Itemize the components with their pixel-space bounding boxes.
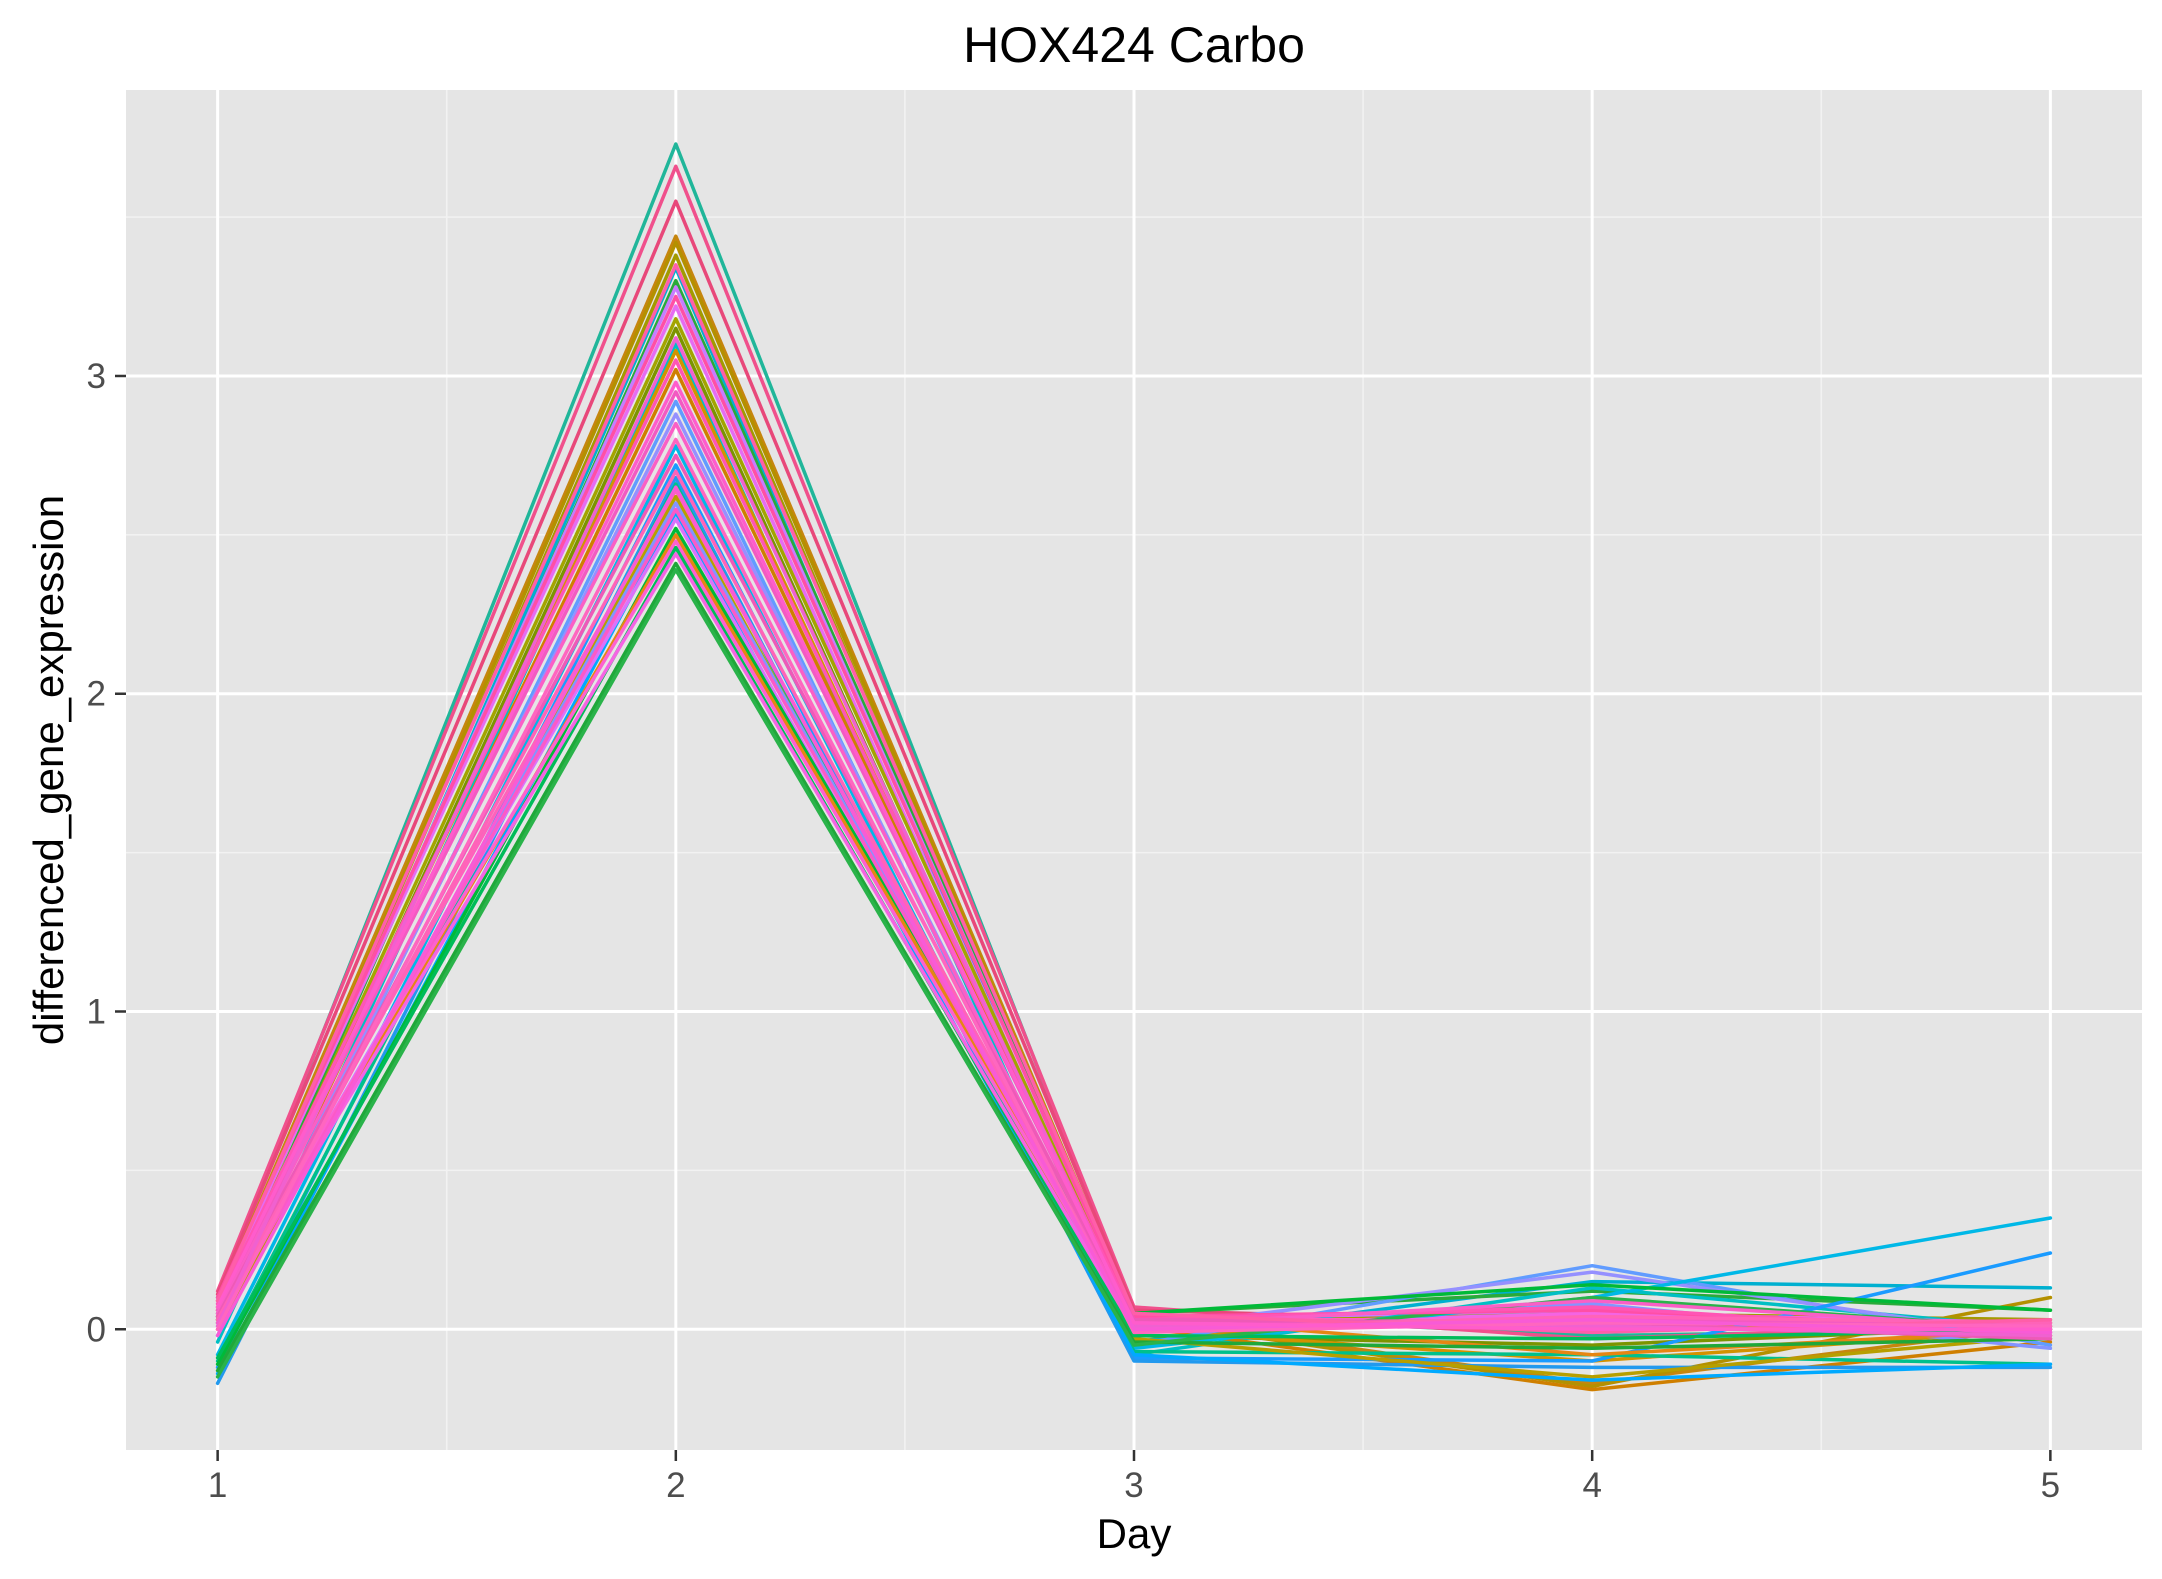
series-lines	[215, 142, 2053, 1392]
x-axis-ticks: 1 2 3 4 5	[208, 1450, 2060, 1505]
x-tick-label: 1	[208, 1466, 227, 1505]
series-line-gene-45	[215, 380, 2053, 1332]
y-tick-label: 3	[87, 357, 106, 396]
series-line-gene-44	[215, 485, 2053, 1338]
x-tick-label: 5	[2041, 1466, 2060, 1505]
y-tick-label: 0	[87, 1310, 106, 1349]
series-line-gene-30	[215, 545, 2053, 1360]
x-axis-title: Day	[1097, 1510, 1172, 1557]
y-axis-title: differenced_gene_expression	[25, 495, 72, 1045]
series-line-gene-33	[215, 568, 2053, 1379]
y-axis-ticks: 0 1 2 3	[87, 357, 126, 1349]
chart-title: HOX424 Carbo	[963, 17, 1305, 73]
y-tick-label: 1	[87, 992, 106, 1031]
x-tick-label: 4	[1582, 1466, 1601, 1505]
x-tick-label: 3	[1124, 1466, 1143, 1505]
y-tick-label: 2	[87, 675, 106, 714]
x-tick-label: 2	[666, 1466, 685, 1505]
